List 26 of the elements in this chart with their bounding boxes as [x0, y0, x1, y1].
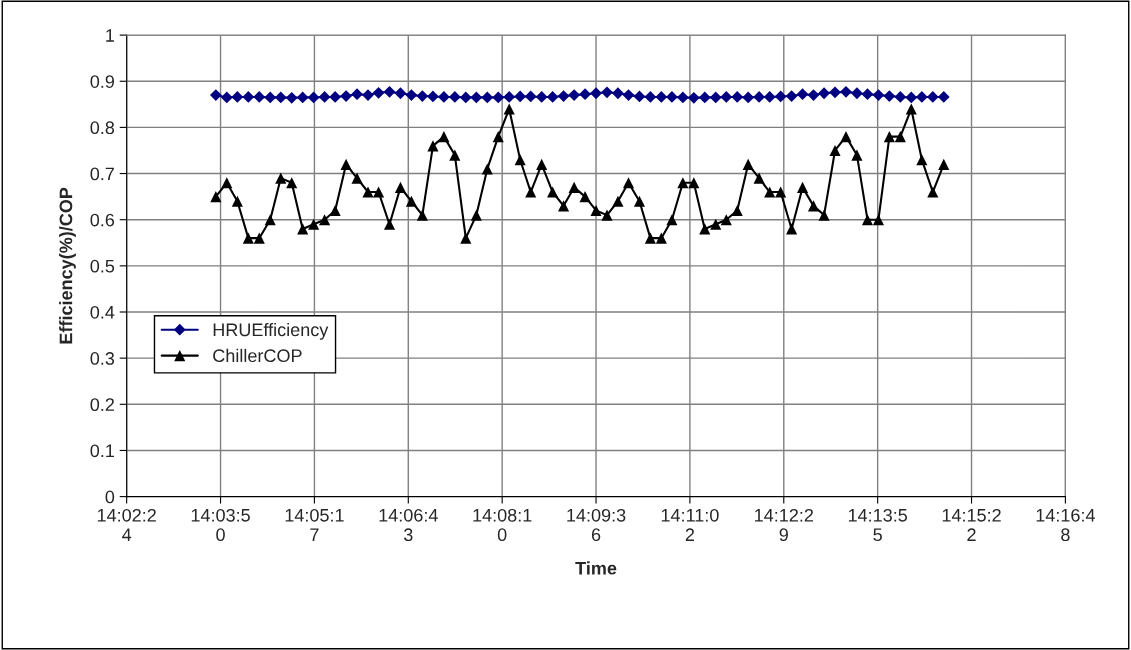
x-tick-label: 14:16:48 — [1036, 508, 1095, 542]
x-tick-label: 14:02:24 — [97, 508, 156, 541]
x-tick-label: 14:13:55 — [848, 508, 908, 542]
y-tick-label: 0.1 — [90, 444, 114, 458]
y-axis-title: Efficiency(%)/COP — [59, 187, 76, 344]
x-tick-label: 14:06:43 — [379, 508, 438, 542]
x-tick-label: 14:15:22 — [942, 508, 1001, 541]
x-tick-label: 14:03:50 — [191, 508, 250, 542]
x-tick-label: 14:11:02 — [661, 508, 719, 541]
y-tick-label: 0 — [105, 490, 115, 504]
x-tick-label: 14:12:29 — [755, 508, 813, 542]
y-tick-label: 0.6 — [90, 213, 115, 227]
x-tick-label: 14:08:10 — [473, 508, 532, 542]
x-axis-title: Time — [575, 561, 617, 575]
y-tick-label: 1 — [106, 29, 114, 42]
y-tick-label: 0.2 — [90, 398, 114, 412]
legend-label: ChillerCOP — [213, 348, 302, 363]
y-tick-label: 0.9 — [90, 75, 115, 88]
y-tick-label: 0.5 — [90, 259, 115, 273]
y-tick-label: 0.7 — [90, 167, 114, 181]
x-tick-label: 14:09:36 — [567, 508, 626, 542]
y-tick-label: 0.4 — [90, 305, 115, 319]
y-tick-label: 0.3 — [90, 352, 115, 365]
legend-label: HRUEfficiency — [213, 322, 329, 340]
x-tick-label: 14:05:17 — [285, 508, 344, 541]
y-tick-label: 0.8 — [90, 121, 115, 135]
